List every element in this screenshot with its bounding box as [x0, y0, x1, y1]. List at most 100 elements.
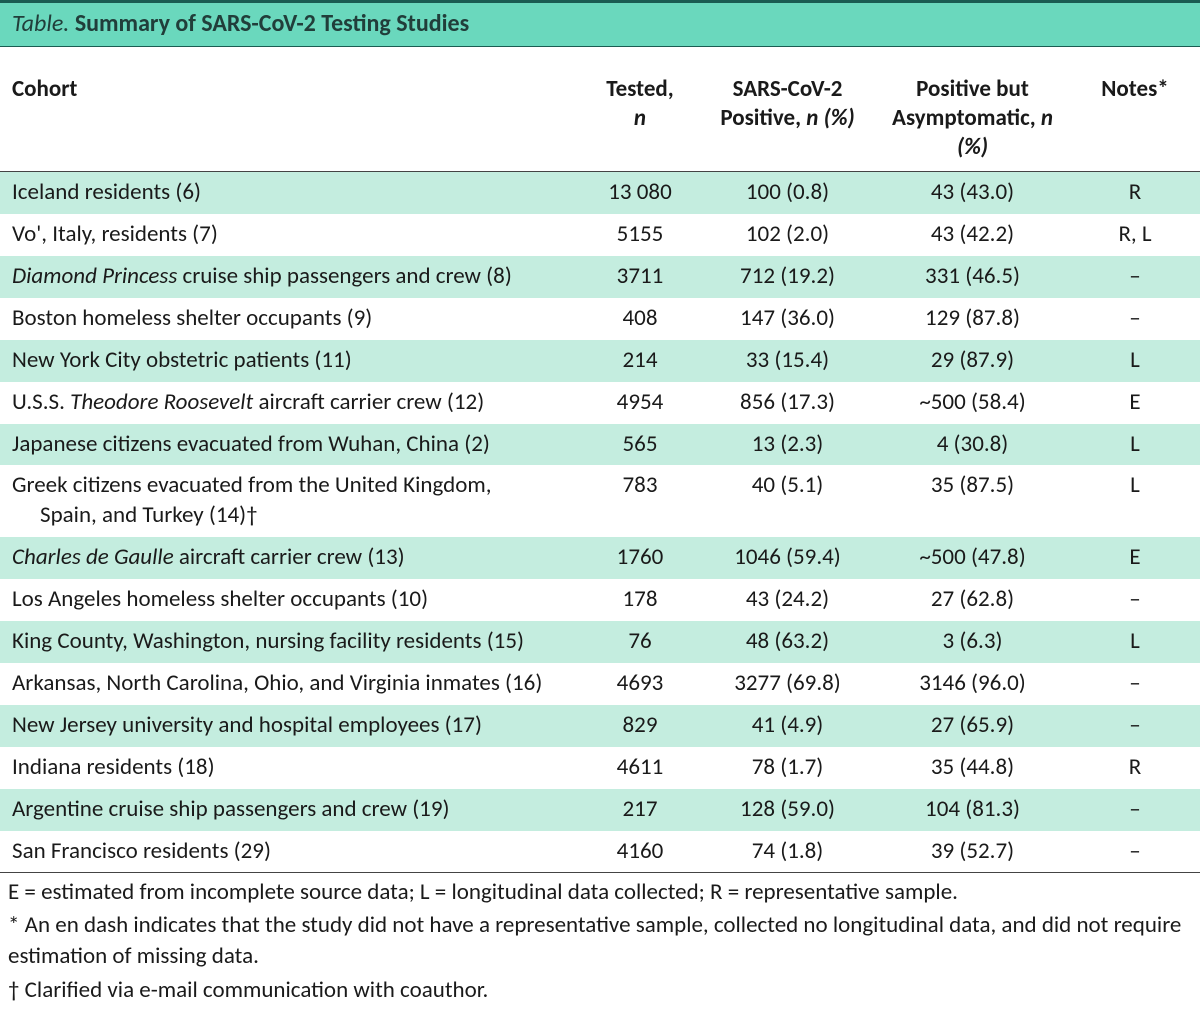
cell-cohort: Diamond Princess cruise ship passengers …	[0, 256, 580, 298]
cell-notes: R	[1070, 747, 1200, 789]
col-cohort-text: Cohort	[12, 75, 77, 103]
table-title: Summary of SARS-CoV-2 Testing Studies	[75, 9, 469, 38]
cell-asymptomatic: 29 (87.9)	[875, 340, 1070, 382]
cell-cohort: Arkansas, North Carolina, Ohio, and Virg…	[0, 663, 580, 705]
col-notes: Notes*	[1070, 47, 1200, 172]
cell-cohort: Greek citizens evacuated from the United…	[0, 465, 580, 537]
cohort-italic: Theodore Roosevelt	[70, 388, 253, 416]
cohort-italic: Charles de Gaulle	[12, 543, 174, 571]
cell-tested: 408	[580, 298, 700, 340]
col-pos-l2: Positive, n (%)	[720, 104, 854, 132]
cell-positive: 40 (5.1)	[700, 465, 875, 537]
cell-tested: 4693	[580, 663, 700, 705]
cell-notes: –	[1070, 789, 1200, 831]
cell-notes: R	[1070, 172, 1200, 214]
cell-cohort: Los Angeles homeless shelter occupants (…	[0, 579, 580, 621]
col-notes-text: Notes*	[1101, 75, 1168, 103]
table-row: Iceland residents (6)13 080100 (0.8)43 (…	[0, 172, 1200, 214]
cell-asymptomatic: 35 (87.5)	[875, 465, 1070, 537]
cell-cohort: Argentine cruise ship passengers and cre…	[0, 789, 580, 831]
cell-asymptomatic: 39 (52.7)	[875, 831, 1070, 873]
cell-tested: 783	[580, 465, 700, 537]
col-tested-l2: n	[634, 104, 646, 132]
cell-asymptomatic: 3 (6.3)	[875, 621, 1070, 663]
cell-positive: 78 (1.7)	[700, 747, 875, 789]
cell-cohort: Boston homeless shelter occupants (9)	[0, 298, 580, 340]
cell-notes: L	[1070, 340, 1200, 382]
cell-cohort: King County, Washington, nursing facilit…	[0, 621, 580, 663]
footnotes: E = estimated from incomplete source dat…	[0, 873, 1200, 1019]
cell-positive: 712 (19.2)	[700, 256, 875, 298]
cell-asymptomatic: 27 (65.9)	[875, 705, 1070, 747]
table-row: Boston homeless shelter occupants (9)408…	[0, 298, 1200, 340]
table-row: Argentine cruise ship passengers and cre…	[0, 789, 1200, 831]
cell-positive: 33 (15.4)	[700, 340, 875, 382]
cell-cohort: Vo', Italy, residents (7)	[0, 214, 580, 256]
cell-tested: 1760	[580, 537, 700, 579]
col-pos-l1: SARS-CoV-2	[733, 75, 843, 103]
header-row: Cohort Tested, n SARS-CoV-2 Positive, n …	[0, 47, 1200, 172]
cell-notes: L	[1070, 621, 1200, 663]
cell-asymptomatic: 43 (42.2)	[875, 214, 1070, 256]
cell-cohort: New York City obstetric patients (11)	[0, 340, 580, 382]
footnote-dagger: † Clarified via e-mail communication wit…	[8, 975, 1192, 1006]
cell-positive: 13 (2.3)	[700, 424, 875, 466]
cell-cohort: Charles de Gaulle aircraft carrier crew …	[0, 537, 580, 579]
cell-asymptomatic: 4 (30.8)	[875, 424, 1070, 466]
table-row: Diamond Princess cruise ship passengers …	[0, 256, 1200, 298]
table-row: San Francisco residents (29)416074 (1.8)…	[0, 831, 1200, 873]
col-tested: Tested, n	[580, 47, 700, 172]
table-row: King County, Washington, nursing facilit…	[0, 621, 1200, 663]
cell-notes: –	[1070, 579, 1200, 621]
footnote-star: * An en dash indicates that the study di…	[8, 910, 1192, 972]
cell-positive: 41 (4.9)	[700, 705, 875, 747]
cell-positive: 1046 (59.4)	[700, 537, 875, 579]
cell-tested: 565	[580, 424, 700, 466]
cell-asymptomatic: 43 (43.0)	[875, 172, 1070, 214]
cell-notes: –	[1070, 663, 1200, 705]
table-row: Arkansas, North Carolina, Ohio, and Virg…	[0, 663, 1200, 705]
col-cohort: Cohort	[0, 47, 580, 172]
table-container: Table. Summary of SARS-CoV-2 Testing Stu…	[0, 0, 1200, 1020]
cell-asymptomatic: 331 (46.5)	[875, 256, 1070, 298]
cell-notes: –	[1070, 705, 1200, 747]
cohort-italic: Diamond Princess	[12, 262, 177, 290]
cell-positive: 3277 (69.8)	[700, 663, 875, 705]
cell-asymptomatic: 129 (87.8)	[875, 298, 1070, 340]
cell-tested: 4954	[580, 382, 700, 424]
cell-asymptomatic: 3146 (96.0)	[875, 663, 1070, 705]
cell-notes: L	[1070, 465, 1200, 537]
col-asym-l2: Asymptomatic, n	[892, 104, 1053, 132]
cell-positive: 74 (1.8)	[700, 831, 875, 873]
cell-cohort: U.S.S. Theodore Roosevelt aircraft carri…	[0, 382, 580, 424]
col-asym-l3: (%)	[957, 133, 988, 161]
cell-asymptomatic: ~500 (58.4)	[875, 382, 1070, 424]
cell-notes: E	[1070, 382, 1200, 424]
table-row: Vo', Italy, residents (7)5155102 (2.0)43…	[0, 214, 1200, 256]
table-row: Indiana residents (18)461178 (1.7)35 (44…	[0, 747, 1200, 789]
cell-cohort: Japanese citizens evacuated from Wuhan, …	[0, 424, 580, 466]
cell-notes: –	[1070, 831, 1200, 873]
table-row: Greek citizens evacuated from the United…	[0, 465, 1200, 537]
cell-cohort: San Francisco residents (29)	[0, 831, 580, 873]
cell-notes: E	[1070, 537, 1200, 579]
cell-tested: 214	[580, 340, 700, 382]
cell-tested: 5155	[580, 214, 700, 256]
cell-positive: 147 (36.0)	[700, 298, 875, 340]
table-row: U.S.S. Theodore Roosevelt aircraft carri…	[0, 382, 1200, 424]
cell-asymptomatic: 104 (81.3)	[875, 789, 1070, 831]
table-label: Table.	[12, 9, 69, 38]
cell-notes: –	[1070, 298, 1200, 340]
cell-cohort: New Jersey university and hospital emplo…	[0, 705, 580, 747]
cell-positive: 856 (17.3)	[700, 382, 875, 424]
cell-cohort: Iceland residents (6)	[0, 172, 580, 214]
cell-tested: 178	[580, 579, 700, 621]
cell-tested: 76	[580, 621, 700, 663]
cell-tested: 4611	[580, 747, 700, 789]
cell-tested: 829	[580, 705, 700, 747]
cell-tested: 3711	[580, 256, 700, 298]
cell-tested: 4160	[580, 831, 700, 873]
cell-cohort: Indiana residents (18)	[0, 747, 580, 789]
table-row: New Jersey university and hospital emplo…	[0, 705, 1200, 747]
table-body: Iceland residents (6)13 080100 (0.8)43 (…	[0, 172, 1200, 873]
